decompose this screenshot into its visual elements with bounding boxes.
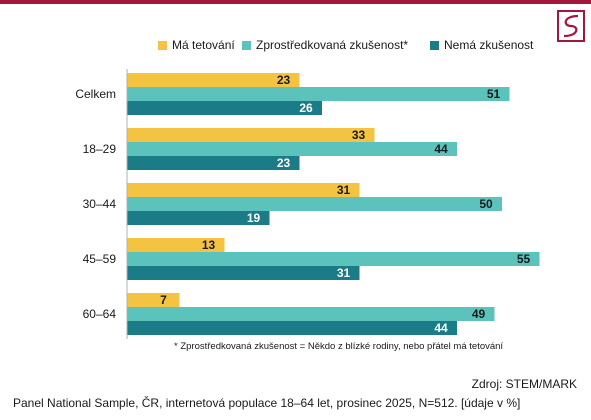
data-label: 50 xyxy=(479,197,493,211)
legend-item-nema: Nemá zkušenost xyxy=(430,38,533,52)
category-label: 45–59 xyxy=(83,252,117,266)
data-label: 23 xyxy=(277,156,291,170)
bar xyxy=(127,87,510,101)
bar xyxy=(127,197,502,211)
bar xyxy=(127,128,375,142)
category-label: 18–29 xyxy=(83,142,117,156)
bar xyxy=(127,238,225,252)
category-label: 60–64 xyxy=(83,307,117,321)
bar xyxy=(127,266,360,280)
data-label: 7 xyxy=(160,293,167,307)
bar xyxy=(127,142,457,156)
legend-label-zprostredkovana: Zprostředkovaná zkušenost* xyxy=(256,38,409,52)
legend-label-nema: Nemá zkušenost xyxy=(444,38,534,52)
brand-logo-icon xyxy=(557,10,585,42)
legend-item-ma-tetovani: Má tetování xyxy=(158,38,235,52)
top-accent-rule xyxy=(0,0,591,4)
data-label: 31 xyxy=(337,266,351,280)
data-label: 44 xyxy=(434,142,448,156)
legend-swatch-ma-tetovani xyxy=(158,40,167,50)
category-label: Celkem xyxy=(75,87,116,101)
bar xyxy=(127,156,300,170)
bar xyxy=(127,252,540,266)
data-label: 31 xyxy=(337,183,351,197)
sample-description: Panel National Sample, ČR, internetová p… xyxy=(13,396,521,410)
data-label: 13 xyxy=(202,238,216,252)
bar xyxy=(127,211,270,225)
legend-swatch-nema xyxy=(430,40,439,50)
data-label: 51 xyxy=(487,87,501,101)
data-label: 19 xyxy=(247,211,261,225)
data-label: 49 xyxy=(472,307,486,321)
footnote: * Zprostředkovaná zkušenost = Někdo z bl… xyxy=(174,341,504,352)
source-text: Zdroj: STEM/MARK xyxy=(471,377,577,391)
bar xyxy=(127,73,300,87)
bar xyxy=(127,307,495,321)
data-label: 55 xyxy=(517,252,531,266)
data-label: 44 xyxy=(434,321,448,335)
bar xyxy=(127,101,322,115)
bar-chart: Celkem 23 51 26 18–29 33 44 23 30–44 31 50 19 45–59 1… xyxy=(75,69,540,339)
category-label: 30–44 xyxy=(83,197,117,211)
data-label: 23 xyxy=(277,73,291,87)
legend-label-ma-tetovani: Má tetování xyxy=(172,38,235,52)
chart-legend: Má tetování Zprostředkovaná zkušenost* N… xyxy=(0,38,591,54)
legend-swatch-zprostredkovana xyxy=(242,40,251,50)
data-label: 26 xyxy=(299,101,313,115)
legend-item-zprostredkovana: Zprostředkovaná zkušenost* xyxy=(242,38,408,52)
bar xyxy=(127,183,360,197)
data-label: 33 xyxy=(352,128,366,142)
bar xyxy=(127,293,180,307)
bar xyxy=(127,321,457,335)
